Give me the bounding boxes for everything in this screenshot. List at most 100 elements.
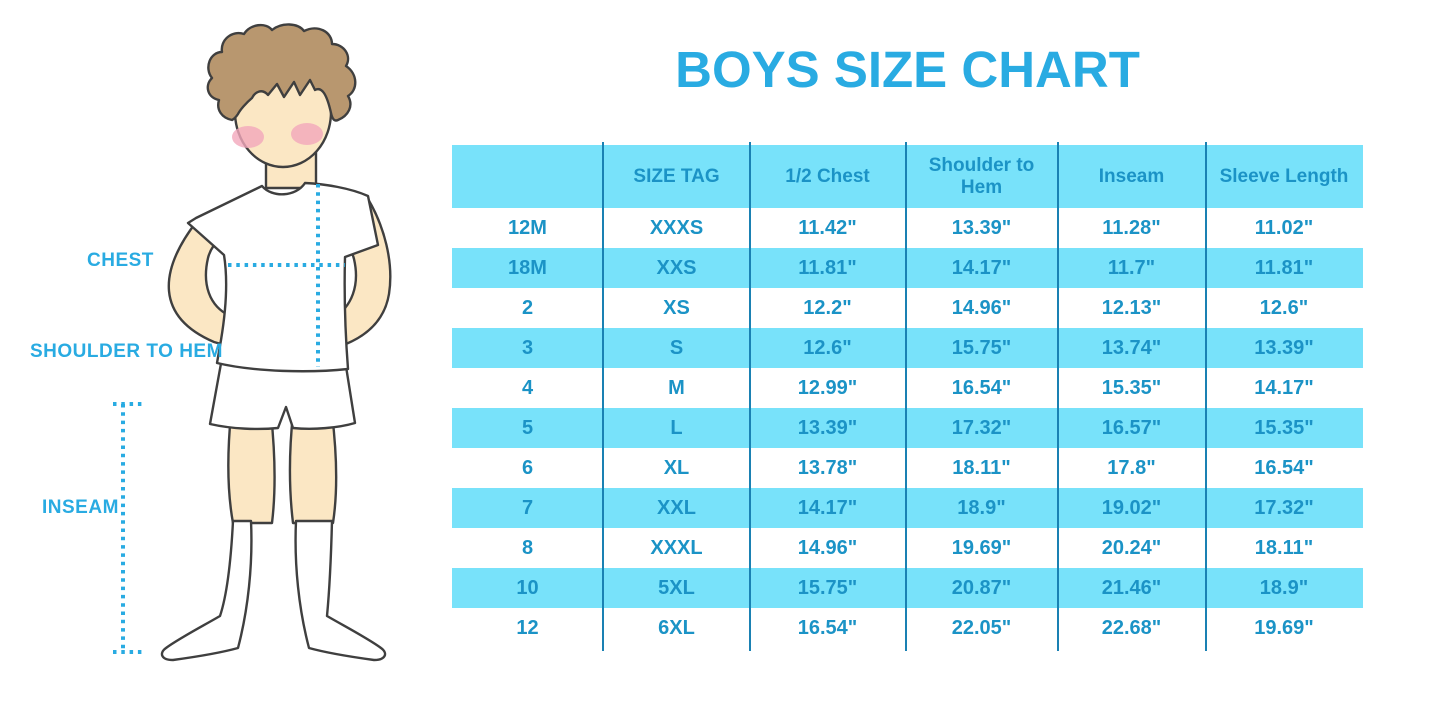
- header-cell-inseam: Inseam: [1098, 165, 1165, 187]
- boy-right-blush: [291, 123, 323, 145]
- table-row: 2 XS 12.2" 14.96" 12.13" 12.6": [452, 288, 1363, 328]
- boy-shirt: [186, 181, 380, 373]
- table-row: 4 M 12.99" 16.54" 15.35" 14.17": [452, 368, 1363, 408]
- table-row: 3 S 12.6" 15.75" 13.74" 13.39": [452, 328, 1363, 368]
- measurement-cell: 12.6": [803, 336, 852, 359]
- boy-right-sock: [294, 519, 387, 662]
- boy-left-leg: [227, 412, 276, 525]
- measurement-cell: 18.11": [1254, 536, 1314, 559]
- measurement-cell: 13.74": [1101, 336, 1162, 359]
- measurement-cell: 13.39": [797, 416, 858, 439]
- measurement-cell: 12.99": [797, 376, 858, 399]
- size-cell: 12: [516, 616, 539, 639]
- measurement-cell: 11.81": [798, 256, 857, 279]
- measurement-cell: 17.32": [1254, 496, 1314, 519]
- measurement-cell: 15.35": [1254, 416, 1314, 439]
- shoulder-to-hem-label: SHOULDER TO HEM: [30, 341, 223, 362]
- measurement-cell: 18.9": [957, 496, 1006, 519]
- measurement-cell: 12.6": [1259, 296, 1309, 319]
- boy-left-sock: [160, 519, 253, 662]
- size-cell: 3: [521, 336, 534, 359]
- table-row: 18M XXS 11.81" 14.17" 11.7" 11.81": [452, 248, 1363, 288]
- measurement-cell: 16.54": [1254, 456, 1314, 479]
- table-row: 12 6XL 16.54" 22.05" 22.68" 19.69": [452, 608, 1363, 648]
- measurement-cell: M: [668, 376, 685, 399]
- inseam-label: INSEAM: [42, 497, 119, 518]
- measurement-cell: 18.9": [1259, 576, 1309, 599]
- measurement-cell: 19.69": [951, 536, 1012, 559]
- measurement-cell: 11.7": [1107, 256, 1156, 279]
- size-cell: 2: [521, 296, 534, 319]
- boy-left-blush: [232, 126, 264, 148]
- measurement-cell: 20.24": [1101, 536, 1162, 559]
- size-table: SIZE TAG 1/2 Chest Shoulder to Hem Insea…: [452, 142, 1363, 651]
- measurement-cell: 18.11": [952, 456, 1011, 479]
- measurement-cell: 12.13": [1101, 296, 1162, 319]
- header-cell-size-tag: SIZE TAG: [633, 165, 720, 187]
- measurement-cell: 15.75": [951, 336, 1012, 359]
- measurement-cell: 13.39": [1254, 336, 1314, 359]
- size-cell: 12M: [508, 216, 547, 239]
- table-row: 8 XXXL 14.96" 19.69" 20.24" 18.11": [452, 528, 1363, 568]
- measurement-cell: 20.87": [951, 576, 1012, 599]
- size-cell: 4: [521, 376, 534, 399]
- measurement-cell: 11.81": [1254, 256, 1314, 279]
- measurement-cell: 19.69": [1254, 616, 1314, 639]
- measurement-cell: S: [669, 336, 684, 359]
- measurement-cell: L: [670, 416, 683, 439]
- measurement-cell: 19.02": [1101, 496, 1162, 519]
- size-cell: 5: [521, 416, 534, 439]
- boy-measurement-illustration: [113, 23, 392, 662]
- measurement-cell: XL: [663, 456, 690, 479]
- size-cell: 10: [516, 576, 539, 599]
- column-divider: [1205, 142, 1207, 651]
- column-divider: [905, 142, 907, 651]
- header-cell-sleeve-length: Sleeve Length: [1219, 165, 1349, 187]
- measurement-cell: XXXL: [650, 536, 703, 559]
- measurement-cell: 11.28": [1102, 216, 1161, 239]
- measurement-cell: 15.75": [797, 576, 858, 599]
- measurement-cell: XS: [663, 296, 690, 319]
- measurement-cell: 16.57": [1101, 416, 1162, 439]
- boy-hair: [206, 23, 357, 122]
- measurement-cell: 13.78": [797, 456, 858, 479]
- measurement-cell: 16.54": [797, 616, 858, 639]
- table-row: 12M XXXS 11.42" 13.39" 11.28" 11.02": [452, 208, 1363, 248]
- measurement-cell: 14.17": [951, 256, 1012, 279]
- measurement-cell: 15.35": [1101, 376, 1162, 399]
- size-cell: 8: [521, 536, 534, 559]
- measurement-cell: 5XL: [658, 576, 695, 599]
- size-cell: 6: [521, 456, 534, 479]
- measurement-cell: 17.8": [1107, 456, 1156, 479]
- measurement-cell: 12.2": [803, 296, 852, 319]
- boy-right-leg: [288, 412, 338, 525]
- column-divider: [1057, 142, 1059, 651]
- measurement-cell: 6XL: [658, 616, 695, 639]
- chest-label: CHEST: [87, 250, 154, 271]
- measurement-cell: 14.96": [797, 536, 858, 559]
- page-title: BOYS SIZE CHART: [675, 41, 1140, 98]
- table-body: 12M XXXS 11.42" 13.39" 11.28" 11.02" 18M XXS 11.…: [452, 208, 1363, 648]
- measurement-cell: XXXS: [649, 216, 704, 239]
- measurement-cell: 21.46": [1101, 576, 1162, 599]
- header-cell-shoulder-to-hem: Shoulder to Hem: [928, 154, 1035, 198]
- size-cell: 7: [521, 496, 534, 519]
- column-divider: [602, 142, 604, 651]
- header-cell-half-chest: 1/2 Chest: [785, 165, 870, 187]
- column-divider: [749, 142, 751, 651]
- measurement-cell: 13.39": [951, 216, 1012, 239]
- measurement-cell: 14.17": [1254, 376, 1314, 399]
- measurement-cell: 14.96": [951, 296, 1012, 319]
- table-row: 6 XL 13.78" 18.11" 17.8" 16.54": [452, 448, 1363, 488]
- table-row: 5 L 13.39" 17.32" 16.57" 15.35": [452, 408, 1363, 448]
- size-cell: 18M: [508, 256, 547, 279]
- measurement-cell: 11.42": [798, 216, 857, 239]
- measurement-cell: 11.02": [1254, 216, 1314, 239]
- table-row: 10 5XL 15.75" 20.87" 21.46" 18.9": [452, 568, 1363, 608]
- measurement-cell: XXL: [657, 496, 696, 519]
- measurement-cell: XXS: [656, 256, 697, 279]
- table-header-row: SIZE TAG 1/2 Chest Shoulder to Hem Insea…: [452, 145, 1363, 208]
- table-row: 7 XXL 14.17" 18.9" 19.02" 17.32": [452, 488, 1363, 528]
- measurement-cell: 22.68": [1101, 616, 1162, 639]
